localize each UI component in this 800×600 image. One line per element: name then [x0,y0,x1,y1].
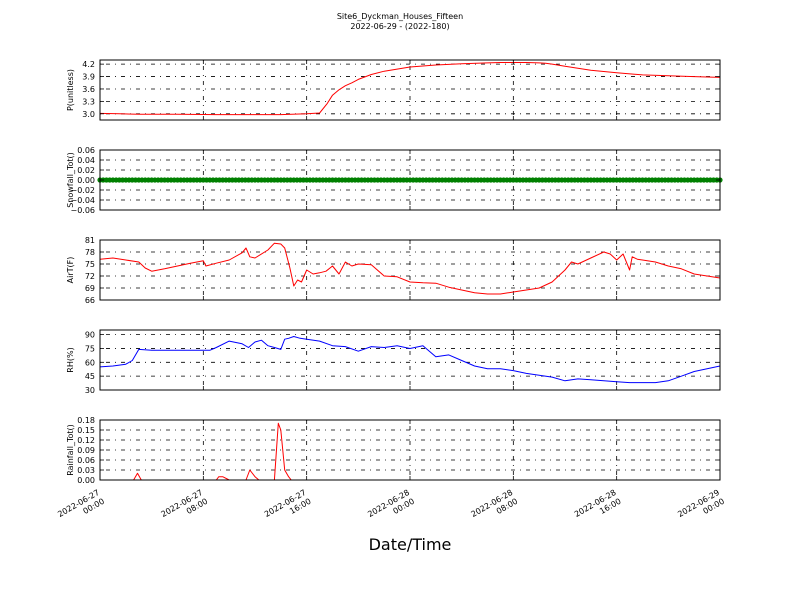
y-tick-label: 45 [85,372,95,381]
y-tick-label: 0.06 [77,456,95,465]
series-line [99,336,721,384]
y-axis-label: P(unitless) [66,69,75,111]
y-tick-label: −0.02 [70,186,95,195]
panel-2: −0.06−0.04−0.020.000.020.040.06Snowfall_… [66,146,723,215]
x-tick-label: 2022-06-2708:00 [160,488,210,528]
series-line [99,242,721,295]
y-tick-label: 0.18 [77,416,95,425]
x-tick-label: 2022-06-2816:00 [573,488,623,528]
y-tick-label: 66 [85,296,95,305]
y-tick-label: 3.3 [82,97,95,106]
y-axis-label: AirT(F) [66,257,75,284]
y-tick-label: 0.03 [77,466,95,475]
y-axis-label: Rainfall_Tot() [66,424,75,476]
panel-4: 30 45 60 75 90 RH(%) [66,329,721,395]
y-tick-label: −0.06 [70,206,95,215]
y-tick-label: 0.04 [77,156,95,165]
chart-subtitle: 2022-06-29 - (2022-180) [350,22,449,31]
y-tick-label: 69 [85,284,95,293]
y-tick-label: 90 [85,331,95,340]
y-tick-label: 0.15 [77,426,95,435]
y-tick-label: 3.6 [82,85,95,94]
y-axis-label: RH(%) [66,347,75,372]
y-tick-label: 0.12 [77,436,95,445]
y-tick-label: 0.09 [77,446,95,455]
y-tick-label: 3.0 [82,110,95,119]
y-tick-label: 78 [85,248,95,257]
y-tick-label: 3.9 [82,73,95,82]
x-tick-labels: 2022-06-2700:00 2022-06-2708:00 2022-06-27… [56,488,726,528]
chart-title: Site6_Dyckman_Houses_Fifteen [337,12,463,21]
y-tick-label: 81 [85,236,95,245]
y-axis-label: Snowfall_Tot() [66,152,75,208]
y-tick-label: 60 [85,358,95,367]
y-tick-label: 75 [85,344,95,353]
y-tick-label: −0.04 [70,196,95,205]
x-tick-label: 2022-06-2808:00 [470,488,520,528]
panel-1: 3.0 3.3 3.6 3.9 4.2 P(unitless) [66,59,721,121]
x-tick-label: 2022-06-2800:00 [366,488,416,528]
y-tick-label: 0.02 [77,166,95,175]
y-tick-label: 4.2 [82,60,95,69]
series-markers [97,177,723,183]
series-line [99,62,721,116]
y-tick-label: 75 [85,260,95,269]
y-tick-label: 0.00 [77,176,95,185]
y-tick-label: 0.00 [77,476,95,485]
panel-5: 0.000.030.060.090.120.150.18Rainfall_Tot… [66,416,721,485]
panels: 3.0 3.3 3.6 3.9 4.2 P(unitless) −0.06−0.04−0.0… [66,59,723,485]
x-tick-label: 2022-06-2700:00 [56,488,106,528]
x-axis-label: Date/Time [369,535,452,554]
x-tick-label: 2022-06-2716:00 [263,488,313,528]
y-tick-label: 30 [85,386,95,395]
y-tick-label: 72 [85,272,95,281]
y-tick-label: 0.06 [77,146,95,155]
panel-3: 66 69 72 75 78 81 AirT(F) [66,236,721,305]
x-tick-label: 2022-06-2900:00 [676,488,726,528]
